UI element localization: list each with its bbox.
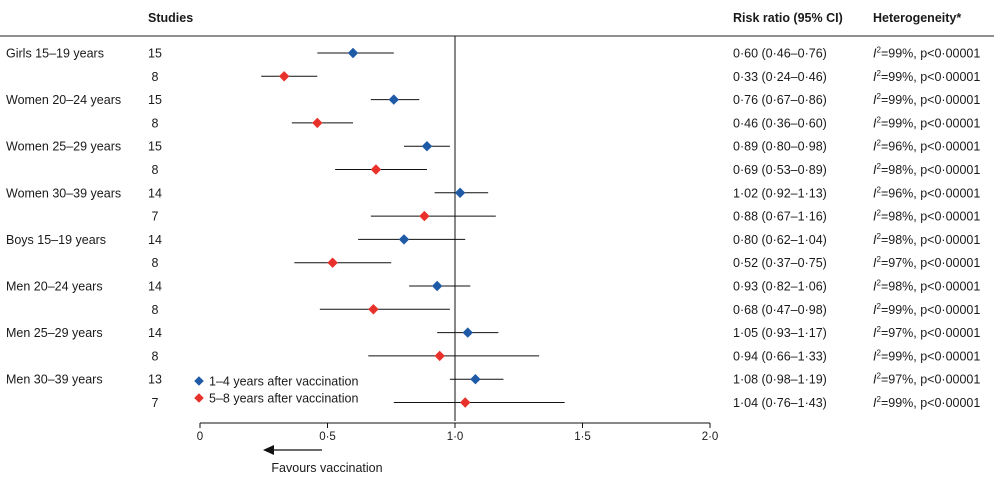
- group-label: Men 20–24 years: [6, 280, 103, 294]
- studies-count: 14: [148, 186, 162, 200]
- group-label: Men 30–39 years: [6, 373, 103, 387]
- x-tick-label: 2·0: [702, 431, 719, 443]
- studies-count: 13: [148, 373, 162, 387]
- group-label: Girls 15–19 years: [6, 47, 104, 61]
- heterogeneity-value: I2=99%, p<0·00001: [873, 115, 980, 130]
- heterogeneity-value: I2=98%, p<0·00001: [873, 279, 980, 294]
- risk-ratio-value: 1·05 (0·93–1·17): [733, 326, 827, 340]
- x-tick-label: 1·0: [447, 431, 464, 443]
- studies-count: 15: [148, 47, 162, 61]
- point-estimate-5-8y: [434, 350, 445, 362]
- heterogeneity-value: I2=99%, p<0·00001: [873, 69, 980, 84]
- heterogeneity-value: I2=96%, p<0·00001: [873, 139, 980, 154]
- group-label: Men 25–29 years: [6, 326, 103, 340]
- studies-count: 8: [152, 256, 159, 270]
- x-tick-label: 1·5: [574, 431, 591, 443]
- rows-layer: Girls 15–19 years 15 0·60 (0·46–0·76) I2=99…: [6, 36, 980, 421]
- header-studies: Studies: [148, 11, 193, 25]
- studies-count: 7: [152, 396, 159, 410]
- heterogeneity-value: I2=96%, p<0·00001: [873, 185, 980, 200]
- x-tick-label: 0: [197, 431, 203, 443]
- group-label: Women 25–29 years: [6, 140, 121, 154]
- risk-ratio-value: 0·52 (0·37–0·75): [733, 256, 827, 270]
- header-risk-ratio: Risk ratio (95% CI): [733, 11, 843, 25]
- heterogeneity-value: I2=99%, p<0·00001: [873, 46, 980, 61]
- risk-ratio-value: 0·33 (0·24–0·46): [733, 70, 827, 84]
- risk-ratio-value: 0·68 (0·47–0·98): [733, 303, 827, 317]
- studies-count: 7: [152, 210, 159, 224]
- studies-count: 14: [148, 280, 162, 294]
- point-estimate-5-8y: [278, 71, 290, 82]
- studies-count: 8: [152, 70, 159, 84]
- studies-count: 14: [148, 326, 162, 340]
- group-label: Boys 15–19 years: [6, 233, 106, 247]
- point-estimate-5-8y: [370, 164, 382, 175]
- risk-ratio-value: 0·76 (0·67–0·86): [733, 93, 827, 107]
- heterogeneity-value: I2=97%, p<0·00001: [873, 255, 980, 270]
- point-estimate-1-4y: [454, 187, 466, 198]
- studies-count: 8: [152, 349, 159, 363]
- point-estimate-1-4y: [470, 374, 481, 385]
- favours-arrow-head: [263, 445, 274, 455]
- studies-count: 8: [152, 303, 159, 317]
- point-estimate-1-4y: [431, 280, 443, 292]
- heterogeneity-value: I2=99%, p<0·00001: [873, 395, 980, 410]
- point-estimate-1-4y: [347, 47, 359, 59]
- risk-ratio-value: 0·93 (0·82–1·06): [733, 280, 827, 294]
- point-estimate-1-4y: [462, 327, 473, 338]
- studies-count: 15: [148, 140, 162, 154]
- legend: 1–4 years after vaccination 5–8 years aft…: [194, 375, 358, 406]
- studies-count: 15: [148, 93, 162, 107]
- risk-ratio-value: 0·69 (0·53–0·89): [733, 163, 827, 177]
- x-axis: 0 0·5 1·0 1·5 2·0: [197, 422, 719, 443]
- point-estimate-1-4y: [398, 234, 410, 245]
- point-estimate-1-4y: [421, 141, 433, 152]
- risk-ratio-value: 1·04 (0·76–1·43): [733, 396, 827, 410]
- heterogeneity-value: I2=97%, p<0·00001: [873, 372, 980, 387]
- point-estimate-5-8y: [312, 117, 323, 129]
- point-estimate-5-8y: [419, 210, 430, 222]
- legend-marker-5-8y: [194, 393, 204, 403]
- risk-ratio-value: 0·60 (0·46–0·76): [733, 47, 827, 61]
- legend-label-5-8y: 5–8 years after vaccination: [209, 392, 358, 406]
- point-estimate-5-8y: [460, 397, 471, 408]
- risk-ratio-value: 1·02 (0·92–1·13): [733, 186, 827, 200]
- heterogeneity-value: I2=97%, p<0·00001: [873, 325, 980, 340]
- heterogeneity-value: I2=98%, p<0·00001: [873, 209, 980, 224]
- risk-ratio-value: 0·80 (0·62–1·04): [733, 233, 827, 247]
- heterogeneity-value: I2=98%, p<0·00001: [873, 232, 980, 247]
- studies-count: 8: [152, 163, 159, 177]
- point-estimate-1-4y: [388, 94, 399, 105]
- risk-ratio-value: 1·08 (0·98–1·19): [733, 373, 827, 387]
- legend-marker-1-4y: [194, 376, 204, 386]
- point-estimate-5-8y: [327, 257, 338, 268]
- risk-ratio-value: 0·94 (0·66–1·33): [733, 349, 827, 363]
- studies-count: 8: [152, 116, 159, 130]
- risk-ratio-value: 0·89 (0·80–0·98): [733, 140, 827, 154]
- studies-count: 14: [148, 233, 162, 247]
- heterogeneity-value: I2=99%, p<0·00001: [873, 92, 980, 107]
- risk-ratio-value: 0·46 (0·36–0·60): [733, 116, 827, 130]
- heterogeneity-value: I2=99%, p<0·00001: [873, 348, 980, 363]
- point-estimate-5-8y: [368, 304, 379, 315]
- group-label: Women 30–39 years: [6, 186, 121, 200]
- group-label: Women 20–24 years: [6, 93, 121, 107]
- heterogeneity-value: I2=99%, p<0·00001: [873, 302, 980, 317]
- x-tick-label: 0·5: [319, 431, 336, 443]
- risk-ratio-value: 0·88 (0·67–1·16): [733, 210, 827, 224]
- legend-label-1-4y: 1–4 years after vaccination: [209, 375, 358, 389]
- heterogeneity-value: I2=98%, p<0·00001: [873, 162, 980, 177]
- header-heterogeneity: Heterogeneity*: [873, 11, 961, 25]
- favours-label: Favours vaccination: [271, 461, 382, 475]
